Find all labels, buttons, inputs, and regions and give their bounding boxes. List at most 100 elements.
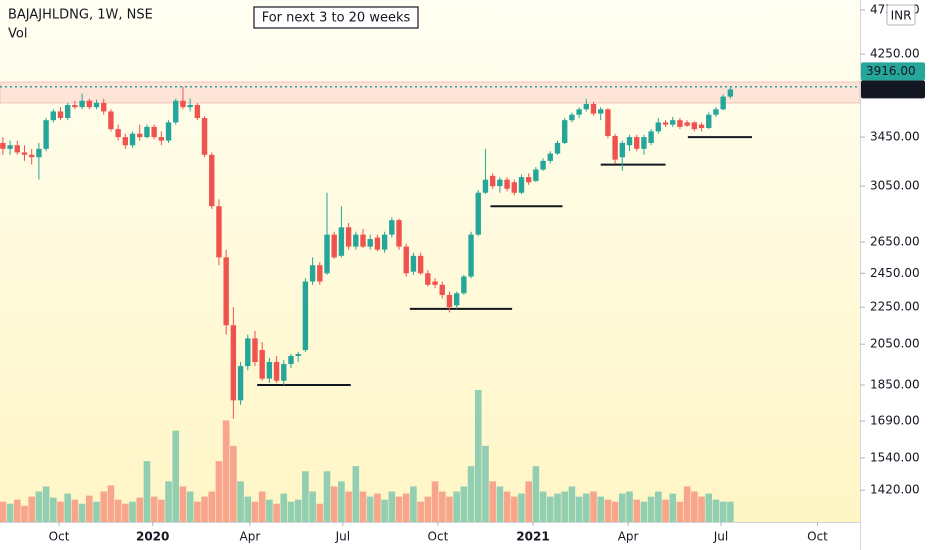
candle-body <box>489 175 496 187</box>
x-tick-label: 2021 <box>516 530 549 544</box>
volume-bar <box>532 466 540 522</box>
candle-body <box>468 234 474 277</box>
volume-bar <box>158 499 165 522</box>
volume-bar <box>143 461 151 522</box>
candle-body <box>50 111 56 121</box>
candle-body <box>497 179 503 187</box>
volume-bar <box>381 499 388 522</box>
candle-body <box>605 109 611 136</box>
candle-body <box>619 142 626 158</box>
candle-body <box>432 281 438 285</box>
candle-body <box>417 255 424 274</box>
volume-bar <box>230 445 237 522</box>
volume-bar <box>57 501 64 522</box>
x-tick-label: Apr <box>240 530 261 544</box>
volume-bar <box>172 430 180 522</box>
volume-bar <box>482 445 489 522</box>
candle-body <box>302 281 309 351</box>
candle-body <box>533 169 539 181</box>
volume-bar <box>417 501 424 522</box>
candle-body <box>691 122 698 130</box>
y-tick-label: 1540.00 <box>870 450 920 464</box>
volume-bar <box>597 496 605 522</box>
candle-body <box>137 133 143 138</box>
volume-bar <box>374 493 381 522</box>
volume-bar <box>237 481 244 522</box>
candle-body <box>180 100 186 108</box>
volume-bar <box>302 471 309 522</box>
volume-bar <box>71 499 79 522</box>
candle-body <box>223 257 229 326</box>
y-tick-label: 2050.00 <box>870 337 920 351</box>
y-tick-label: 4250.00 <box>870 47 920 61</box>
volume-bar <box>359 491 367 522</box>
x-tick-label: Jul <box>713 530 728 544</box>
volume-bar <box>114 499 122 522</box>
candle-body <box>129 133 136 146</box>
volume-bar <box>727 501 734 522</box>
annotation-text: For next 3 to 20 weeks <box>262 11 411 26</box>
candle-body <box>576 109 582 115</box>
volume-bar <box>705 493 713 522</box>
x-tick-label: Apr <box>618 530 639 544</box>
volume-bar <box>633 499 641 522</box>
volume-bar <box>6 503 14 522</box>
volume-bar <box>662 499 669 522</box>
y-tick-label: 3050.00 <box>870 179 920 193</box>
volume-bar <box>273 503 280 522</box>
candle-body <box>547 153 553 161</box>
volume-bar <box>107 485 115 522</box>
candle-body <box>670 120 676 125</box>
x-tick-label: Oct <box>807 530 828 544</box>
candle-body <box>7 145 13 149</box>
volume-bar <box>683 486 691 522</box>
candle-body <box>540 160 546 170</box>
candle-body <box>655 122 662 132</box>
currency-box[interactable] <box>886 4 916 26</box>
candle-body <box>144 126 150 138</box>
candle-body <box>626 137 633 146</box>
volume-bar <box>201 496 208 522</box>
volume-bar <box>345 491 352 522</box>
volume-bar <box>518 493 525 522</box>
volume-bar <box>21 505 28 522</box>
volume-bar <box>186 491 194 522</box>
volume-bar <box>251 501 259 522</box>
candle-body <box>360 234 366 247</box>
currency-label[interactable]: INR <box>891 9 912 23</box>
candle-body <box>583 103 589 110</box>
candle-body <box>273 362 280 381</box>
candle-body <box>295 353 301 356</box>
volume-bar <box>0 501 7 522</box>
candle-body <box>612 135 618 160</box>
volume-layer <box>0 390 734 522</box>
volume-bar <box>561 491 568 522</box>
candle-body <box>525 177 532 183</box>
volume-bar <box>453 491 460 522</box>
volume-bar <box>402 493 410 522</box>
candle-body <box>338 227 345 256</box>
y-tick-label: 2450.00 <box>870 266 920 280</box>
candle-body <box>569 114 575 121</box>
candle-body <box>165 122 172 141</box>
candle-body <box>43 120 49 149</box>
candle-body <box>720 96 726 110</box>
candle-body <box>482 179 489 193</box>
candle-body <box>101 102 107 112</box>
candle-body <box>288 355 294 365</box>
candle-body <box>446 294 453 308</box>
volume-bar <box>28 496 35 522</box>
candle-body <box>57 111 64 118</box>
candle-body <box>187 105 193 108</box>
volume-bar <box>424 496 432 522</box>
candle-body <box>79 100 85 108</box>
candle-body <box>115 129 121 138</box>
volume-bar <box>496 486 504 522</box>
volume-bar <box>330 486 338 522</box>
x-tick-label: Jul <box>335 530 350 544</box>
candle-body <box>634 137 640 149</box>
candle-body <box>374 237 381 250</box>
volume-bar <box>575 496 583 522</box>
volume-bar <box>460 486 468 522</box>
candle-body <box>403 246 409 274</box>
